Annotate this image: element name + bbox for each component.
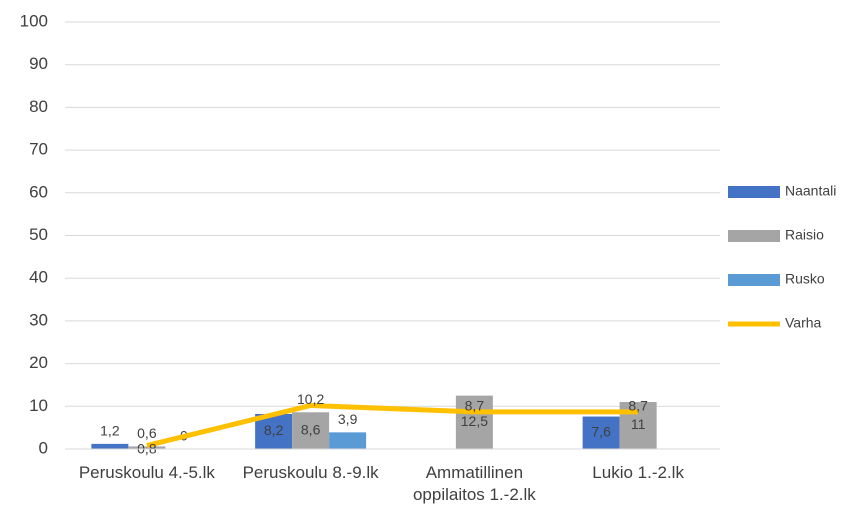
y-tick-label: 40 (29, 268, 48, 287)
legend-label: Rusko (785, 271, 825, 287)
y-tick-label: 20 (29, 353, 48, 372)
bar (582, 416, 620, 449)
legend-label: Varha (785, 315, 822, 331)
y-tick-label: 80 (29, 97, 48, 116)
bar (91, 443, 129, 449)
data-label: 10,2 (297, 391, 324, 407)
data-label: 12,5 (461, 413, 488, 429)
data-label: 8,7 (628, 398, 648, 414)
legend-swatch (728, 186, 780, 198)
y-tick-label: 70 (29, 140, 48, 159)
y-tick-label: 30 (29, 310, 48, 329)
x-tick-label: Lukio 1.-2.lk (592, 463, 684, 482)
y-tick-label: 100 (20, 11, 48, 30)
x-tick-label: Peruskoulu 4.-5.lk (78, 463, 215, 482)
data-label: 7,6 (591, 423, 611, 439)
y-tick-label: 50 (29, 225, 48, 244)
y-tick-label: 0 (39, 438, 48, 457)
x-tick-label: Ammatillinen oppilaitos 1.-2.lk (412, 463, 536, 504)
bar (329, 432, 367, 449)
data-label: 0,6 (137, 425, 157, 441)
data-label: 8,7 (465, 398, 485, 414)
y-tick-label: 60 (29, 182, 48, 201)
legend-swatch (728, 230, 780, 242)
bar (292, 412, 330, 449)
legend-label: Raisio (785, 227, 824, 243)
y-tick-label: 10 (29, 396, 48, 415)
data-label: 3,9 (338, 411, 358, 427)
y-tick-label: 90 (29, 54, 48, 73)
data-label: 0,8 (137, 440, 157, 456)
data-label: 1,2 (100, 423, 120, 439)
legend-label: Naantali (785, 183, 836, 199)
bar (128, 446, 166, 449)
legend-swatch (728, 274, 780, 286)
bar (455, 395, 493, 449)
line (146, 402, 639, 449)
data-label: 8,6 (301, 421, 321, 437)
data-label: 11 (631, 416, 646, 432)
x-tick-label: Peruskoulu 8.-9.lk (242, 463, 379, 482)
data-label: 8,2 (264, 422, 284, 438)
